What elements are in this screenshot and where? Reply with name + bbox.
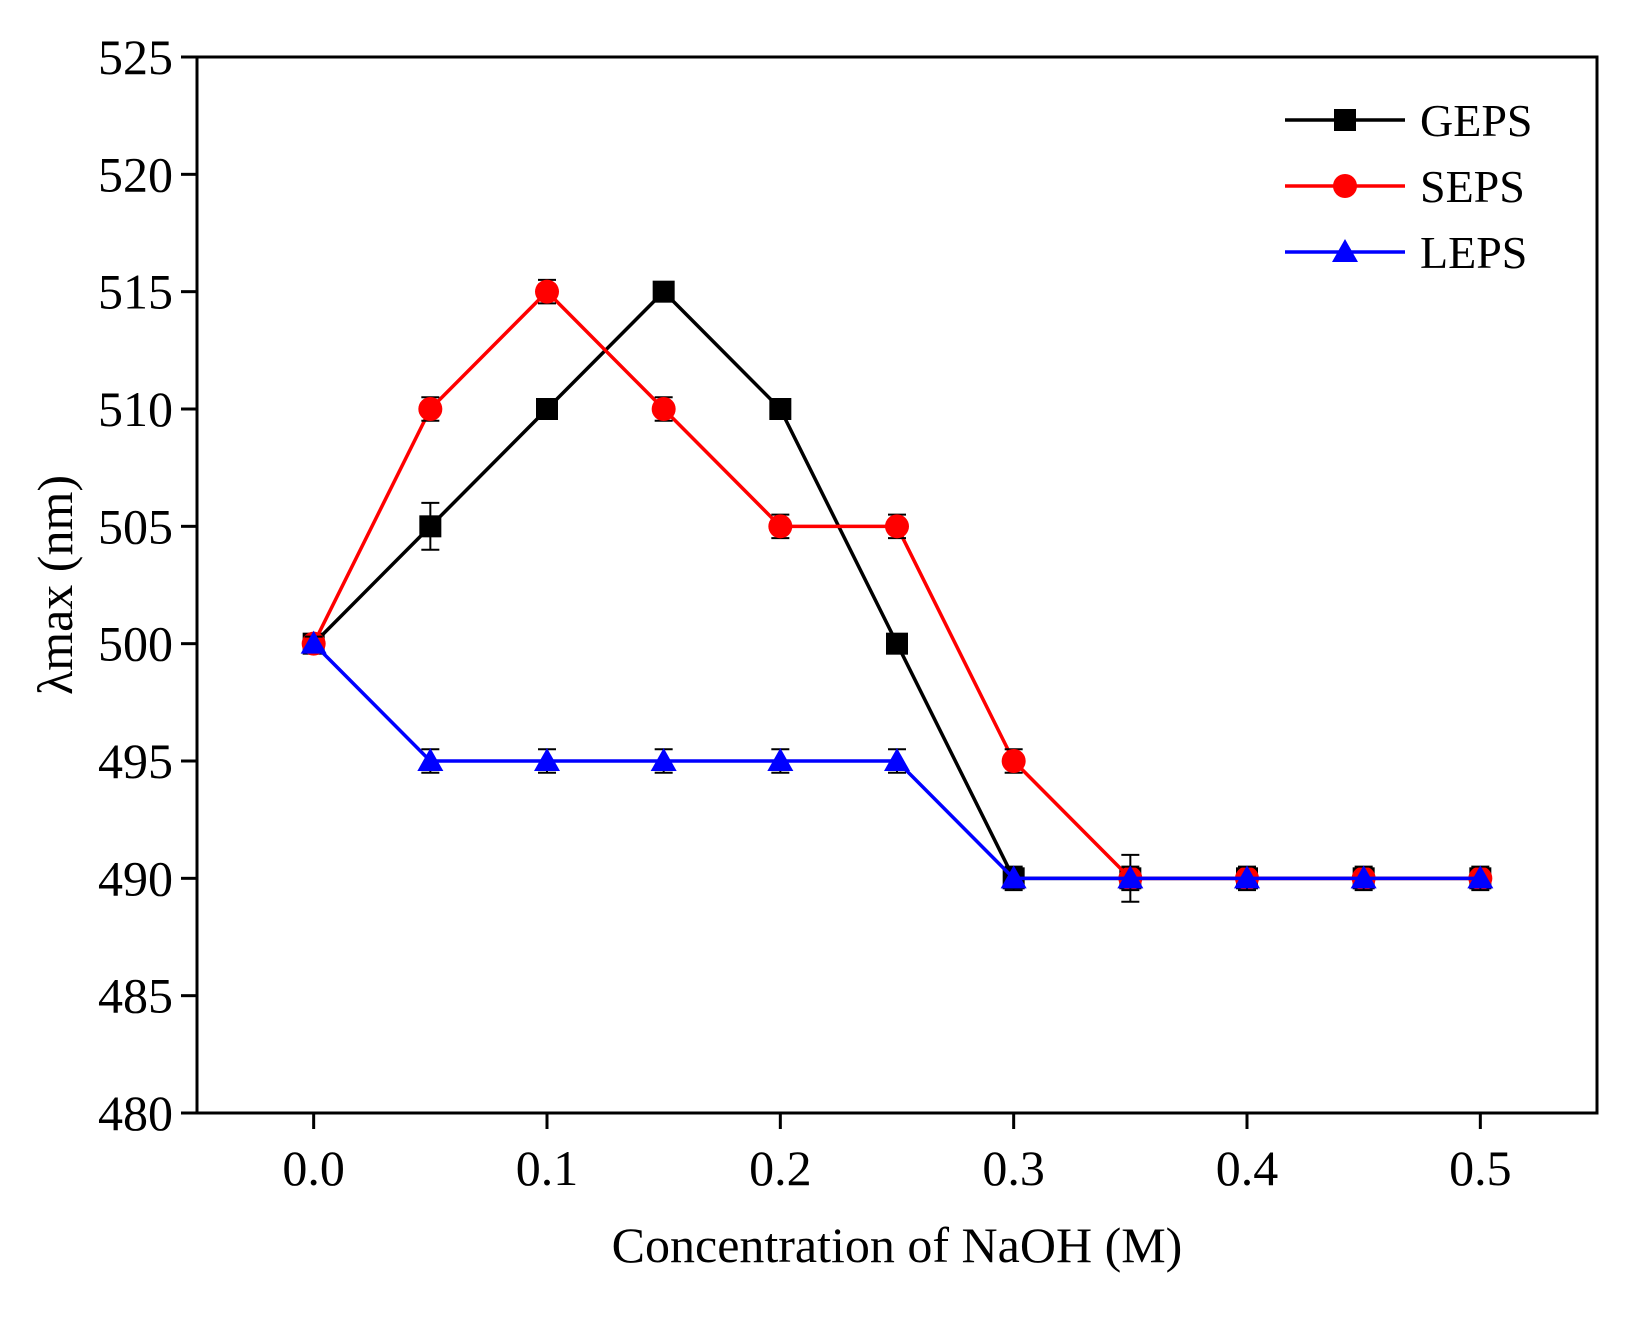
- data-point-geps: [769, 398, 792, 420]
- y-tick-label: 490: [98, 850, 173, 906]
- data-point-leps: [884, 748, 910, 771]
- y-tick-label: 515: [98, 264, 173, 320]
- series-leps: [300, 630, 1494, 892]
- x-axis-title: Concentration of NaOH (M): [612, 1217, 1183, 1273]
- data-point-leps: [1234, 865, 1260, 889]
- data-point-geps: [536, 398, 558, 420]
- data-point-leps: [534, 748, 560, 771]
- legend-item-leps: LEPS: [1285, 227, 1527, 278]
- legend-label-geps: GEPS: [1420, 95, 1532, 146]
- legend-item-geps: GEPS: [1285, 95, 1532, 146]
- y-tick-label: 525: [98, 29, 173, 85]
- data-point-geps: [419, 515, 442, 538]
- series-seps: [301, 278, 1493, 903]
- data-point-leps: [650, 748, 677, 771]
- x-tick-label: 0.4: [1216, 1140, 1279, 1196]
- axes: 480 485 490 495 500 505 510 515 520 525 0.0 0.1 0.2 0…: [98, 29, 1599, 1196]
- legend-marker-geps: [1334, 109, 1356, 131]
- data-point-leps: [1467, 865, 1494, 889]
- legend: GEPS SEPS LEPS: [1285, 95, 1532, 278]
- data-point-geps: [652, 280, 675, 303]
- data-point-leps: [300, 630, 327, 654]
- y-tick-label: 500: [98, 616, 173, 672]
- data-point-leps: [767, 748, 794, 771]
- x-tick-label: 0.2: [749, 1140, 812, 1196]
- series-geps: [302, 280, 1492, 890]
- data-point-seps: [418, 397, 443, 421]
- y-tick-label: 480: [98, 1085, 173, 1141]
- series-line-seps: [312, 289, 1481, 881]
- x-tick-label: 0.1: [516, 1140, 579, 1196]
- y-tick-label: 505: [98, 498, 173, 554]
- legend-marker-leps: [1332, 239, 1358, 262]
- data-point-leps: [1350, 865, 1377, 889]
- data-point-leps: [1000, 865, 1027, 889]
- legend-marker-seps: [1333, 174, 1357, 198]
- data-point-geps: [886, 632, 908, 655]
- x-tick-label: 0.3: [982, 1140, 1045, 1196]
- series-line-geps: [312, 289, 1481, 881]
- data-point-seps: [885, 514, 909, 539]
- y-tick-label: 485: [98, 968, 173, 1024]
- y-axis-title: λmax (nm): [27, 475, 83, 695]
- legend-label-leps: LEPS: [1420, 227, 1527, 278]
- data-point-seps: [768, 514, 793, 539]
- y-tick-label: 510: [98, 381, 173, 437]
- plot-area: [300, 278, 1494, 903]
- y-tick-label: 495: [98, 733, 173, 789]
- legend-item-seps: SEPS: [1285, 161, 1525, 212]
- x-tick-label: 0.5: [1449, 1140, 1512, 1196]
- data-point-seps: [535, 279, 559, 304]
- y-tick-label: 520: [98, 146, 173, 202]
- data-point-seps: [1001, 749, 1026, 773]
- plot-frame: [195, 55, 1599, 1115]
- x-tick-label: 0.0: [282, 1140, 345, 1196]
- data-point-leps: [1117, 865, 1144, 889]
- legend-label-seps: SEPS: [1420, 161, 1525, 212]
- data-point-leps: [417, 748, 444, 771]
- data-point-seps: [651, 397, 676, 421]
